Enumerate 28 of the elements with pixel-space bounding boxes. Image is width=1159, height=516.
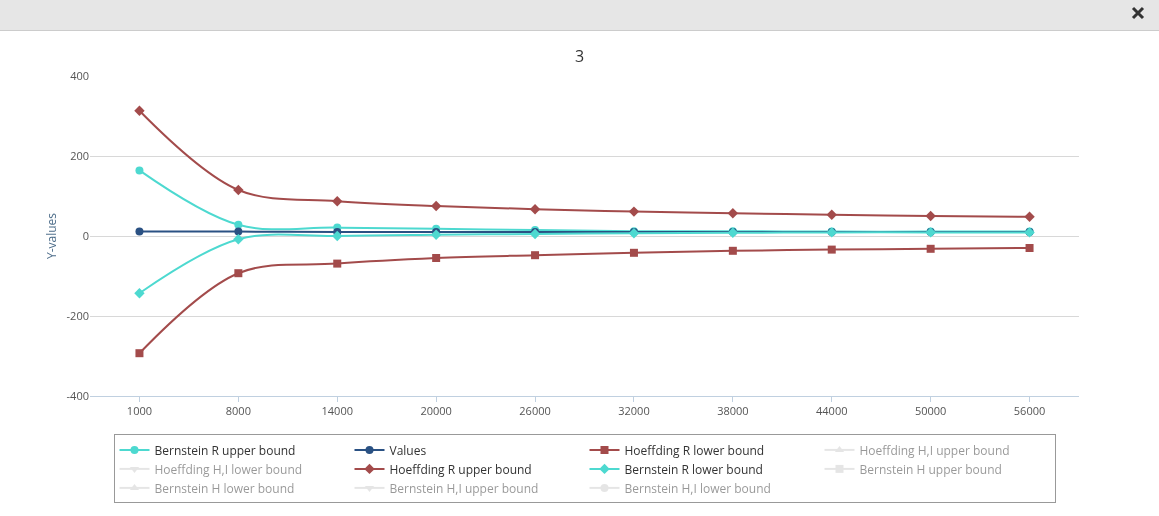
legend-label: Hoeffding R upper bound (389, 460, 532, 478)
y-tick-label: 0 (82, 227, 89, 243)
x-tick-label: 8000 (225, 403, 251, 419)
legend-label: Hoeffding H,I lower bound (154, 460, 303, 478)
x-tick-label: 1000 (126, 403, 153, 419)
legend-label: Hoeffding R lower bound (624, 441, 765, 459)
y-tick-label: -200 (66, 307, 89, 323)
x-tick-label: 32000 (618, 403, 650, 419)
x-tick-label: 44000 (816, 403, 848, 419)
legend-label: Bernstein H upper bound (859, 460, 1002, 478)
legend-label: Bernstein H,I lower bound (624, 479, 771, 497)
legend-label: Bernstein H,I upper bound (389, 479, 539, 497)
x-tick-label: 38000 (717, 403, 749, 419)
legend-label: Bernstein R lower bound (624, 460, 763, 478)
y-tick-label: 200 (70, 147, 89, 163)
legend-label: Bernstein H lower bound (154, 479, 295, 497)
chart-title: 3 (574, 44, 585, 67)
legend-label: Bernstein R upper bound (154, 441, 296, 459)
y-tick-label: 400 (70, 67, 89, 83)
legend-label: Hoeffding H,I upper bound (859, 441, 1010, 459)
x-tick-label: 26000 (519, 403, 551, 419)
x-tick-label: 50000 (914, 403, 947, 419)
x-tick-label: 56000 (1013, 403, 1046, 419)
x-tick-label: 20000 (420, 403, 452, 419)
x-tick-label: 14000 (321, 403, 353, 419)
y-axis-title: Y-values (43, 212, 60, 260)
legend-label: Values (389, 441, 427, 459)
y-tick-label: -400 (66, 387, 89, 403)
